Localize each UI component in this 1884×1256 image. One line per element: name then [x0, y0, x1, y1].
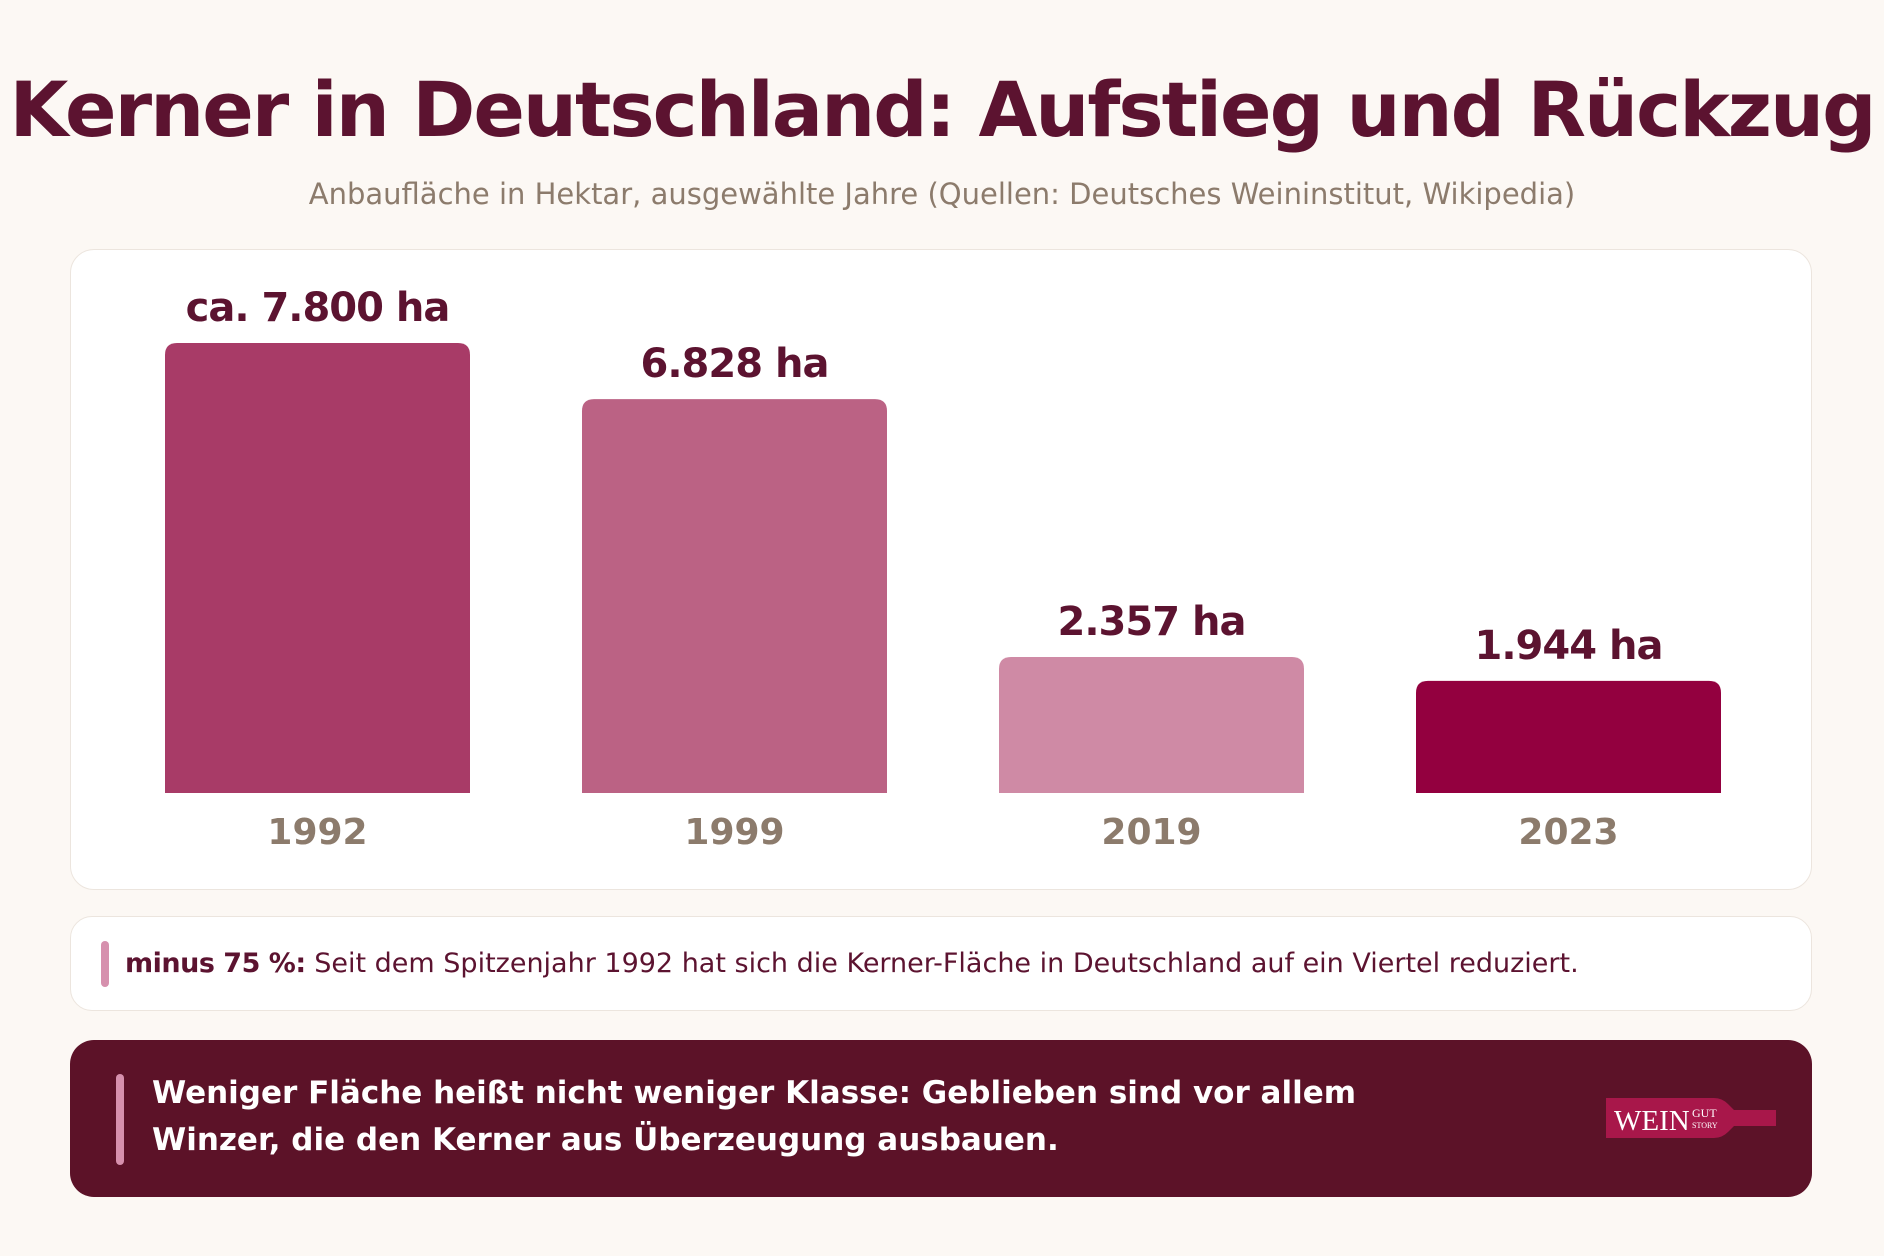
- logo-bottom: STORY: [1692, 1121, 1718, 1130]
- tick-label-2019: 2019: [1101, 812, 1201, 853]
- bar-chart: ca. 7.800 ha 1992 6.828 ha 1999 2.357 ha 2019…: [165, 285, 1721, 853]
- tick-label-2023: 2023: [1518, 812, 1618, 853]
- logo-top: GUT: [1692, 1106, 1717, 1120]
- note-strong: minus 75 %:: [125, 948, 306, 979]
- conclusion-banner: Weniger Fläche heißt nicht weniger Klass…: [70, 1040, 1812, 1197]
- logo-word: WEIN: [1614, 1105, 1690, 1137]
- bar-1999: [582, 399, 887, 793]
- weingut-story-logo: WEIN GUT STORY: [1606, 1098, 1776, 1138]
- note-text: minus 75 %: Seit dem Spitzenjahr 1992 ha…: [125, 917, 1579, 1010]
- note-body: Seit dem Spitzenjahr 1992 hat sich die K…: [314, 948, 1579, 979]
- value-label-2023: 1.944 ha: [1475, 623, 1663, 669]
- bar-2023: [1416, 680, 1721, 793]
- banner-accent-bar: [116, 1074, 124, 1165]
- banner-text: Weniger Fläche heißt nicht weniger Klass…: [152, 1075, 1357, 1158]
- bar-2019: [999, 657, 1304, 793]
- value-label-2019: 2.357 ha: [1058, 599, 1246, 645]
- chart-card: ca. 7.800 ha 1992 6.828 ha 1999 2.357 ha 2019…: [70, 249, 1812, 890]
- note-accent-bar: [101, 941, 109, 987]
- value-label-1992: ca. 7.800 ha: [186, 285, 450, 331]
- tick-label-1992: 1992: [267, 812, 367, 853]
- logo-bottle-shape: [1606, 1098, 1776, 1138]
- note-card: minus 75 %: Seit dem Spitzenjahr 1992 ha…: [70, 916, 1812, 1011]
- chart-title: Kerner in Deutschland: Aufstieg und Rück…: [9, 65, 1877, 154]
- bar-1992: [165, 343, 470, 793]
- tick-label-1999: 1999: [684, 812, 784, 853]
- chart-subtitle: Anbaufläche in Hektar, ausgewählte Jahre…: [308, 177, 1576, 211]
- value-label-1999: 6.828 ha: [641, 341, 829, 387]
